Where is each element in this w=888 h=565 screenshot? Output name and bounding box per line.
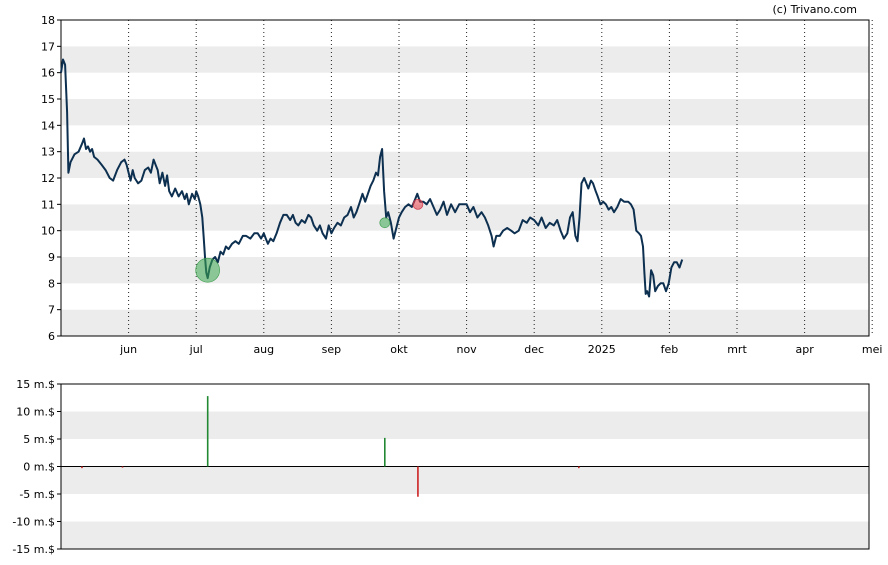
y-tick-label: 6 bbox=[48, 330, 55, 343]
volume-y-tick-label: 10 m.$ bbox=[16, 406, 55, 419]
volume-plot-frame bbox=[60, 383, 870, 550]
volume-y-tick-label: 0 m.$ bbox=[23, 461, 55, 474]
x-tick-label: okt bbox=[390, 343, 408, 356]
y-tick-label: 18 bbox=[41, 14, 55, 27]
x-tick-label: jul bbox=[189, 343, 203, 356]
y-tick-label: 17 bbox=[41, 40, 55, 53]
x-tick-label: sep bbox=[322, 343, 341, 356]
x-tick-label: mrt bbox=[727, 343, 747, 356]
volume-y-tick-label: -10 m.$ bbox=[12, 516, 55, 529]
y-tick-label: 12 bbox=[41, 172, 55, 185]
volume-grid-band bbox=[61, 466, 869, 494]
x-tick-label: 2025 bbox=[588, 343, 616, 356]
y-tick-label: 11 bbox=[41, 198, 55, 211]
volume-grid-band bbox=[61, 411, 869, 439]
volume-grid-band bbox=[61, 439, 869, 467]
y-tick-label: 16 bbox=[41, 67, 55, 80]
price-grid-band bbox=[61, 230, 869, 257]
buy-marker bbox=[379, 217, 391, 229]
price-grid-band bbox=[61, 309, 869, 336]
price-series-line bbox=[60, 58, 684, 298]
price-grid-band bbox=[61, 46, 869, 73]
volume-y-tick-label: -15 m.$ bbox=[12, 543, 55, 556]
volume-grid-band bbox=[61, 521, 869, 549]
y-tick-label: 14 bbox=[41, 119, 55, 132]
x-tick-label: nov bbox=[456, 343, 477, 356]
volume-y-tick-label: 15 m.$ bbox=[16, 378, 55, 391]
price-plot-frame bbox=[60, 19, 870, 337]
volume-grid-band bbox=[61, 384, 869, 412]
price-grid-band bbox=[61, 20, 869, 47]
price-grid-band bbox=[61, 204, 869, 231]
sell-marker bbox=[412, 199, 424, 210]
price-grid-band bbox=[61, 283, 869, 310]
price-grid-band bbox=[61, 99, 869, 126]
x-tick-label: apr bbox=[795, 343, 814, 356]
y-tick-label: 8 bbox=[48, 277, 55, 290]
volume-y-tick-label: -5 m.$ bbox=[19, 488, 55, 501]
price-chart: jun jul aug sep okt nov dec 2025 feb mrt apr mei 6 7 8… bbox=[41, 14, 882, 356]
price-grid-band bbox=[61, 257, 869, 284]
y-tick-label: 7 bbox=[48, 304, 55, 317]
y-tick-label: 13 bbox=[41, 146, 55, 159]
price-grid-band bbox=[61, 72, 869, 99]
x-tick-label: dec bbox=[524, 343, 544, 356]
volume-y-tick-label: 5 m.$ bbox=[23, 433, 55, 446]
y-tick-label: 9 bbox=[48, 251, 55, 264]
y-tick-label: 15 bbox=[41, 93, 55, 106]
x-tick-label: mei bbox=[862, 343, 883, 356]
x-tick-label: feb bbox=[661, 343, 679, 356]
volume-chart: 15 m.$ 10 m.$ 5 m.$ 0 m.$ -5 m.$ -10 m.$ -15 m… bbox=[12, 378, 870, 556]
x-tick-label: jun bbox=[119, 343, 137, 356]
price-grid-band bbox=[61, 125, 869, 152]
x-tick-label: aug bbox=[253, 343, 274, 356]
buy-marker bbox=[195, 257, 220, 283]
price-grid-band bbox=[61, 151, 869, 178]
credit-text: (c) Trivano.com bbox=[772, 3, 857, 16]
y-tick-label: 10 bbox=[41, 225, 55, 238]
volume-grid-band bbox=[61, 494, 869, 522]
